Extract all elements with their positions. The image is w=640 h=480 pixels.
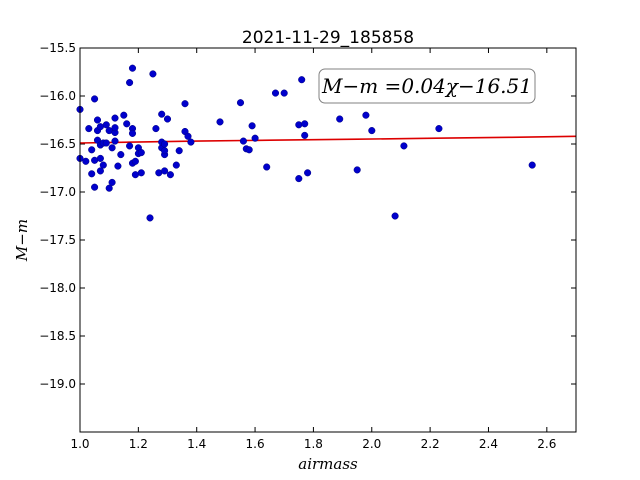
scatter-points bbox=[76, 64, 536, 222]
x-tick-label: 1.2 bbox=[129, 437, 148, 451]
data-point bbox=[114, 162, 122, 170]
plot-frame bbox=[79, 47, 577, 433]
data-point bbox=[295, 121, 303, 129]
data-point bbox=[163, 115, 172, 123]
data-point bbox=[435, 125, 443, 133]
x-tick-label: 2.4 bbox=[479, 437, 498, 451]
y-tick-label: −16.0 bbox=[39, 89, 76, 103]
data-point bbox=[128, 64, 137, 72]
data-point bbox=[298, 76, 306, 84]
data-point bbox=[216, 118, 224, 126]
x-tick-label: 1.4 bbox=[187, 437, 206, 451]
data-point bbox=[96, 167, 104, 175]
data-point bbox=[301, 131, 309, 139]
x-tick-label: 2.0 bbox=[362, 437, 381, 451]
data-point bbox=[111, 137, 119, 145]
data-point bbox=[263, 163, 271, 171]
data-point bbox=[91, 183, 99, 191]
data-point bbox=[105, 184, 113, 192]
data-point bbox=[295, 175, 303, 183]
y-tick-label: −17.0 bbox=[39, 185, 76, 199]
data-point bbox=[172, 161, 180, 169]
y-tick-label: −17.5 bbox=[39, 233, 76, 247]
data-point bbox=[161, 147, 169, 155]
chart-title: 2021-11-29_185858 bbox=[242, 28, 414, 48]
x-axis-label: airmass bbox=[298, 455, 358, 473]
y-tick-label: −19.0 bbox=[39, 377, 76, 391]
y-axis-label: M−m bbox=[13, 219, 31, 262]
data-point bbox=[158, 110, 166, 118]
fit-line bbox=[79, 135, 577, 144]
data-point bbox=[93, 116, 102, 124]
fit-equation: M−m =0.04χ−16.51 bbox=[321, 74, 532, 98]
data-point bbox=[102, 139, 110, 147]
data-point bbox=[248, 122, 256, 130]
data-point bbox=[280, 89, 288, 97]
data-point bbox=[161, 140, 169, 148]
data-point bbox=[137, 169, 145, 177]
y-tick-label: −18.5 bbox=[39, 329, 76, 343]
annotation-frame bbox=[318, 68, 536, 104]
data-point bbox=[152, 125, 160, 133]
data-point bbox=[149, 70, 157, 78]
data-point bbox=[239, 137, 247, 145]
data-point bbox=[391, 212, 399, 220]
data-point bbox=[108, 144, 116, 152]
data-point bbox=[99, 161, 107, 169]
x-tick-label: 2.2 bbox=[421, 437, 440, 451]
data-point bbox=[96, 154, 104, 162]
data-point bbox=[82, 157, 90, 165]
data-point bbox=[251, 134, 259, 142]
axis-ticks: 1.0 1.2 1.4 1.6 1.8 2.0 2.2 2.4 2.6 −15.5 −16.0 −16… bbox=[39, 41, 576, 451]
data-point bbox=[400, 142, 408, 150]
x-tick-label: 1.0 bbox=[70, 437, 89, 451]
data-point bbox=[353, 166, 361, 174]
data-point bbox=[131, 157, 139, 165]
data-point bbox=[91, 95, 99, 103]
y-tick-label: −15.5 bbox=[39, 41, 76, 55]
y-tick-label: −18.0 bbox=[39, 281, 76, 295]
data-point bbox=[88, 170, 96, 178]
data-point bbox=[368, 127, 376, 135]
x-tick-label: 1.8 bbox=[304, 437, 323, 451]
data-point bbox=[126, 142, 134, 150]
data-point bbox=[236, 99, 245, 107]
annotation-box: M−m =0.04χ−16.51 bbox=[318, 68, 536, 104]
data-point bbox=[362, 111, 370, 119]
data-point bbox=[131, 171, 139, 179]
data-point bbox=[245, 146, 253, 154]
data-point bbox=[102, 121, 110, 129]
data-point bbox=[528, 161, 536, 169]
data-point bbox=[137, 149, 145, 157]
data-point bbox=[108, 178, 116, 186]
data-point bbox=[146, 214, 154, 222]
data-point bbox=[184, 132, 192, 140]
data-point bbox=[175, 147, 183, 155]
fit-line-layer bbox=[79, 135, 577, 144]
data-point bbox=[123, 120, 131, 128]
data-point bbox=[85, 125, 93, 133]
data-point bbox=[181, 100, 189, 108]
data-point bbox=[96, 123, 104, 131]
data-point bbox=[187, 138, 195, 146]
data-point bbox=[336, 115, 344, 123]
data-point bbox=[161, 167, 169, 175]
x-tick-label: 2.6 bbox=[537, 437, 556, 451]
data-point bbox=[120, 111, 128, 119]
data-point bbox=[88, 146, 96, 154]
data-point bbox=[301, 120, 309, 128]
data-point bbox=[304, 169, 312, 177]
data-point bbox=[117, 151, 125, 159]
data-point bbox=[111, 124, 119, 132]
y-tick-label: −16.5 bbox=[39, 137, 76, 151]
data-point bbox=[166, 171, 174, 179]
data-point bbox=[126, 79, 134, 87]
data-point bbox=[128, 129, 137, 137]
data-point bbox=[111, 114, 119, 122]
x-tick-label: 1.6 bbox=[246, 437, 265, 451]
data-point bbox=[271, 89, 280, 97]
